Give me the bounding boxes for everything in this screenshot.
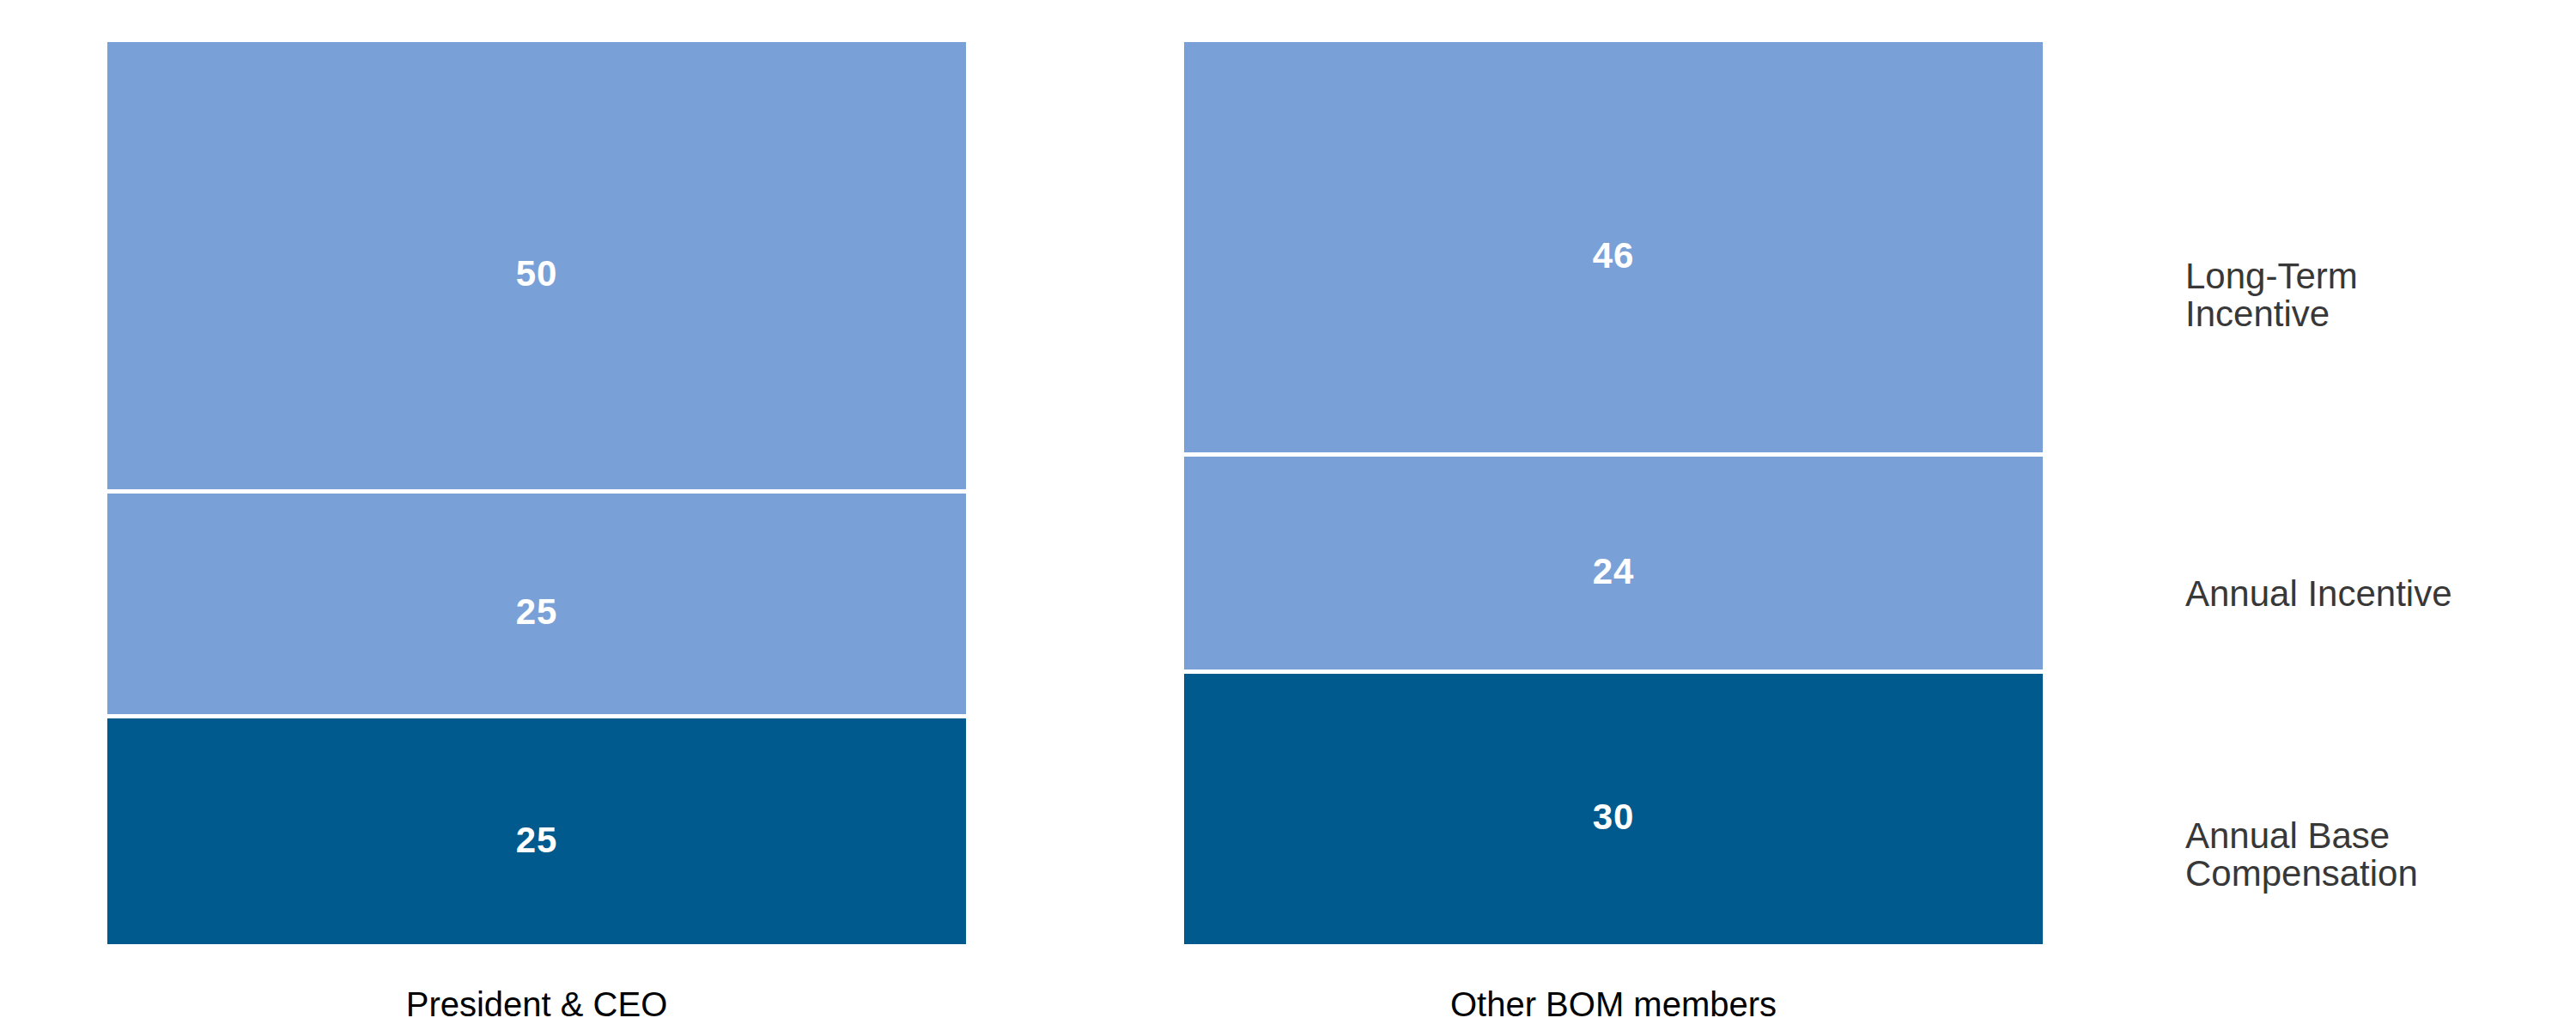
- series-label-long-term-incentive: Long-Term Incentive: [2185, 258, 2477, 333]
- bar-segment-annual-incentive: 25: [107, 494, 966, 719]
- value-label: 25: [516, 591, 558, 633]
- value-label: 50: [516, 253, 558, 294]
- bar-segment-annual-base-compensation: 25: [107, 718, 966, 944]
- value-label: 46: [1593, 235, 1635, 276]
- value-label: 25: [516, 820, 558, 861]
- series-label-annual-incentive: Annual Incentive: [2185, 575, 2529, 613]
- value-label: 24: [1593, 551, 1635, 592]
- value-label: 30: [1593, 797, 1635, 838]
- category-label-president-ceo: President & CEO: [406, 985, 668, 1024]
- bar-segment-annual-incentive: 24: [1184, 457, 2043, 673]
- stacked-bar-chart: 50 25 25 46 24 30 President & CEO Other BOM m…: [0, 0, 2576, 1030]
- series-label-annual-base-compensation: Annual Base Compensation: [2185, 817, 2494, 893]
- bar-column-other-bom-members: 46 24 30: [1184, 42, 2043, 944]
- bar-column-president-ceo: 50 25 25: [107, 42, 966, 944]
- bar-segment-long-term-incentive: 46: [1184, 42, 2043, 457]
- bar-segment-long-term-incentive: 50: [107, 42, 966, 494]
- category-label-other-bom-members: Other BOM members: [1450, 985, 1777, 1024]
- bar-segment-annual-base-compensation: 30: [1184, 674, 2043, 944]
